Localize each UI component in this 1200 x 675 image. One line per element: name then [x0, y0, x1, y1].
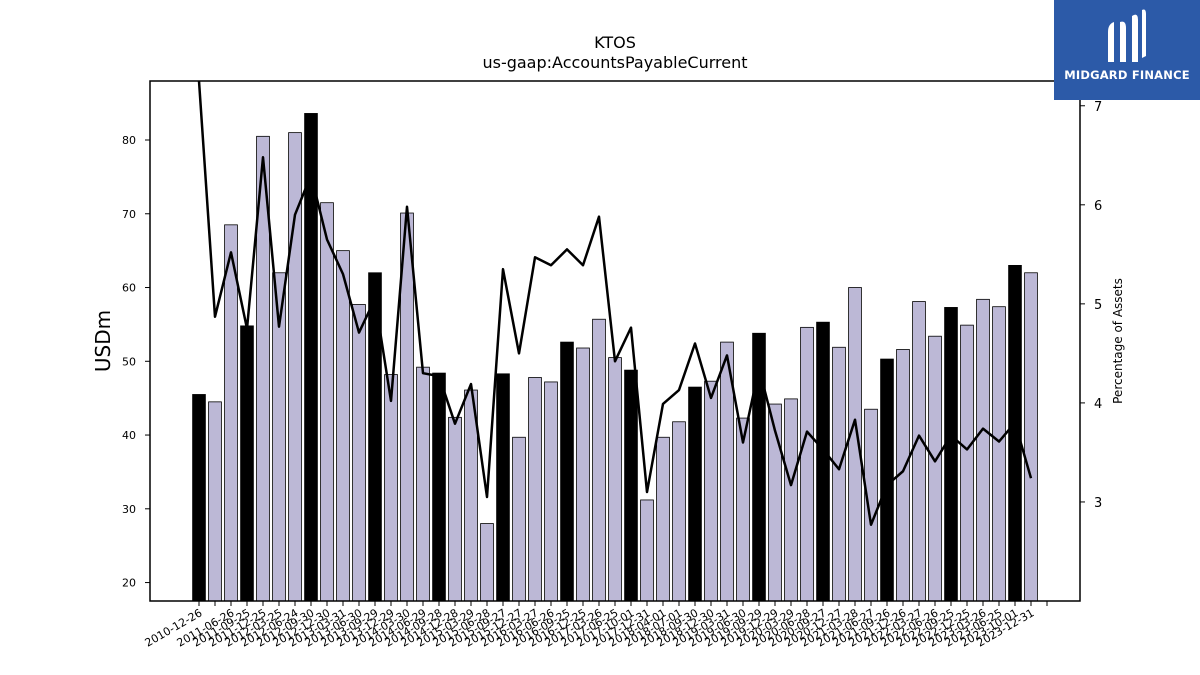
- bar: [560, 341, 574, 602]
- brand-logo: MIDGARD FINANCE: [1054, 0, 1200, 100]
- chart-title: KTOS: [594, 33, 636, 52]
- line-series-percentage-of-assets: [197, 80, 1033, 526]
- bar: [1024, 272, 1038, 602]
- bar: [688, 386, 702, 602]
- bar: [928, 335, 942, 602]
- midgard-logo-icon: [1108, 9, 1146, 63]
- bar: [960, 324, 974, 602]
- bar: [336, 250, 350, 602]
- bar: [432, 372, 446, 602]
- y-right-tick-label: 4: [1094, 397, 1102, 412]
- bar: [384, 374, 398, 602]
- y-right-tick-label: 5: [1094, 298, 1102, 313]
- y-left-tick-label: 70: [122, 208, 136, 221]
- bar: [544, 381, 558, 602]
- y-left-tick-label: 30: [122, 503, 136, 516]
- bar: [416, 366, 430, 602]
- bar: [512, 436, 526, 602]
- bar: [624, 369, 638, 602]
- y-axis-right: 3 4 5 6 7: [1080, 100, 1102, 511]
- y-axis-left-label: USDm: [91, 310, 115, 372]
- bar: [496, 373, 510, 602]
- bar: [224, 224, 238, 602]
- y-left-tick-label: 80: [122, 134, 136, 147]
- bar: [864, 408, 878, 602]
- bar: [736, 417, 750, 602]
- bar: [1008, 264, 1022, 602]
- bar: [448, 416, 462, 602]
- y-left-tick-label: 20: [122, 577, 136, 590]
- bar: [576, 347, 590, 602]
- bar: [352, 304, 366, 602]
- brand-logo-text: MIDGARD FINANCE: [1064, 68, 1190, 82]
- line-layer: [197, 80, 1033, 526]
- y-right-tick-label: 7: [1094, 100, 1102, 115]
- y-axis-right-label: Percentage of Assets: [1111, 278, 1125, 404]
- bar: [944, 307, 958, 602]
- bar: [704, 380, 718, 602]
- y-right-tick-label: 3: [1094, 496, 1102, 511]
- bar: [480, 523, 494, 602]
- bar: [640, 499, 654, 602]
- y-left-tick-label: 60: [122, 282, 136, 295]
- bar: [800, 326, 814, 602]
- y-right-tick-label: 6: [1094, 199, 1102, 214]
- chart-subtitle: us-gaap:AccountsPayableCurrent: [482, 53, 747, 72]
- bar: [816, 321, 830, 602]
- bar: [784, 398, 798, 602]
- bar: [656, 436, 670, 602]
- bar: [672, 421, 686, 602]
- bar: [992, 306, 1006, 602]
- bar: [320, 202, 334, 602]
- bar: [608, 357, 622, 602]
- y-left-tick-label: 50: [122, 355, 136, 368]
- bar: [592, 318, 606, 602]
- bar: [528, 377, 542, 602]
- x-axis: 2010-12-262011-06-262011-09-252011-12-25…: [143, 601, 1048, 650]
- bar: [912, 301, 926, 602]
- bar: [192, 394, 206, 602]
- y-axis-left: 20 30 40 50 60 70 80: [122, 134, 150, 590]
- bar: [976, 298, 990, 602]
- bar: [832, 346, 846, 602]
- bar: [208, 401, 222, 602]
- bar: [240, 325, 254, 602]
- y-left-tick-label: 40: [122, 429, 136, 442]
